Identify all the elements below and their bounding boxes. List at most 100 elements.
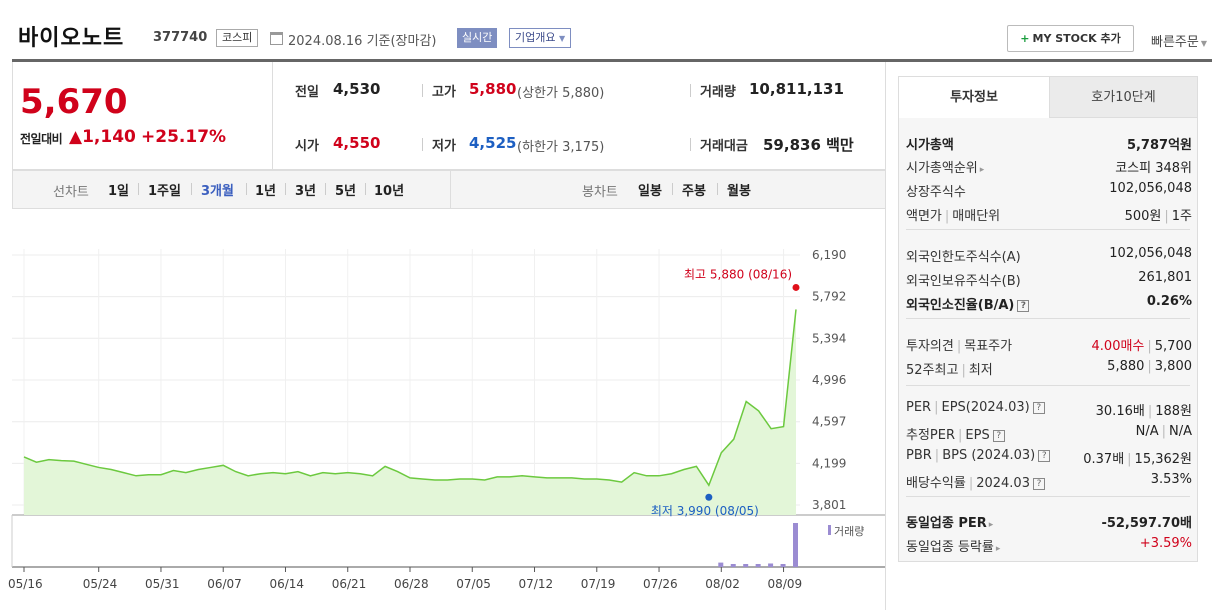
high-annotation: 최고 5,880 (08/16) xyxy=(684,267,792,281)
info-row-label[interactable]: 동일업종 등락률 ▸ xyxy=(906,536,1000,555)
price-chart-svg: 6,190 5,792 5,394 4,996 4,597 4,199 3,801 최고 5,… xyxy=(8,248,886,591)
volume-bar xyxy=(780,564,786,567)
info-row-value: 30.16배 | 188원 xyxy=(1096,400,1192,419)
divider xyxy=(717,183,718,195)
label-text: 시가총액 xyxy=(906,138,954,153)
separator: | xyxy=(1147,339,1152,354)
info-row-label[interactable]: 동일업종 PER ▸ xyxy=(906,512,993,531)
info-row-label: 52주최고 | 최저 xyxy=(906,359,993,378)
chevron-right-icon: ▸ xyxy=(988,520,994,530)
help-icon[interactable]: ? xyxy=(1038,450,1051,462)
value-text: 4.00매수 xyxy=(1091,339,1145,354)
value-text: N/A xyxy=(1135,424,1159,439)
quick-order-button[interactable]: 빠른주문 ▼ xyxy=(1151,31,1207,50)
realtime-button[interactable]: 실시간 xyxy=(457,28,498,48)
value-text-2: 15,362원 xyxy=(1134,452,1192,467)
x-tick-label: 05/24 xyxy=(83,577,118,591)
value-text: 0.37배 xyxy=(1083,452,1125,467)
info-row-label[interactable]: 시가총액순위 ▸ xyxy=(906,157,984,176)
price-chart[interactable]: 6,190 5,792 5,394 4,996 4,597 4,199 3,801 최고 5,… xyxy=(0,209,886,610)
value-text: +3.59% xyxy=(1139,536,1192,551)
label-text: 동일업종 등락률 xyxy=(906,540,994,555)
separator: | xyxy=(934,400,939,415)
info-row-label: 투자의견 | 목표주가 xyxy=(906,335,1012,354)
calendar-icon xyxy=(270,32,283,45)
label-text: 투자의견 xyxy=(906,339,954,354)
period-1y[interactable]: 1년 xyxy=(255,184,277,199)
period-1w[interactable]: 1주일 xyxy=(148,184,181,199)
info-row-label: 외국인한도주식수(A) xyxy=(906,246,1021,265)
add-mystock-button[interactable]: + MY STOCK 추가 xyxy=(1007,25,1134,52)
info-row-label: PER | EPS(2024.03)? xyxy=(906,400,1045,415)
y-tick-label: 4,199 xyxy=(812,456,846,470)
value-text-2: 188원 xyxy=(1155,404,1192,419)
help-icon[interactable]: ? xyxy=(1017,300,1030,312)
volume-value: 10,811,131 xyxy=(749,80,844,98)
separator: | xyxy=(1147,359,1152,374)
stock-header: 바이오노트 377740 코스피 2024.08.16 기준(장마감) 실시간 … xyxy=(0,0,1226,62)
info-row-label: 추정PER | EPS? xyxy=(906,424,1005,443)
amount-value: 59,836 백만 xyxy=(763,136,854,154)
help-icon[interactable]: ? xyxy=(992,430,1005,442)
corp-info-label: 기업개요 xyxy=(515,31,556,44)
price-area xyxy=(24,309,796,515)
price-change-value: 1,140 xyxy=(82,127,136,147)
volume-bar xyxy=(743,564,749,567)
label-text: 외국인한도주식수(A) xyxy=(906,250,1021,265)
help-icon[interactable]: ? xyxy=(1032,402,1045,414)
separator: | xyxy=(958,428,963,443)
info-row-value: 4.00매수 | 5,700 xyxy=(1092,335,1192,354)
divider xyxy=(906,229,1190,230)
x-tick-label: 07/12 xyxy=(519,577,554,591)
up-triangle-icon: ▲ xyxy=(69,127,83,147)
label-text: 배당수익률 xyxy=(906,476,966,491)
low-label: 저가 xyxy=(432,139,456,154)
corp-info-dropdown[interactable]: 기업개요 ▼ xyxy=(509,28,572,48)
divider xyxy=(325,183,326,195)
help-icon[interactable]: ? xyxy=(1032,478,1045,490)
add-mystock-label: MY STOCK 추가 xyxy=(1032,32,1121,45)
x-tick-label: 06/21 xyxy=(332,577,367,591)
y-tick-label: 5,394 xyxy=(812,331,846,345)
price-line xyxy=(23,309,797,487)
tab-orderbook[interactable]: 호가10단계 xyxy=(1049,77,1197,118)
separator: | xyxy=(968,476,974,491)
period-3y[interactable]: 3년 xyxy=(295,184,317,199)
label-text-2: 매매단위 xyxy=(952,209,1001,224)
separator: | xyxy=(944,209,950,224)
info-row-value: 102,056,048 xyxy=(1109,181,1192,196)
chevron-down-icon: ▼ xyxy=(558,34,566,43)
lower-limit: (하한가 3,175) xyxy=(517,140,605,155)
candle-daily[interactable]: 일봉 xyxy=(638,184,662,199)
info-row-value: 0.26% xyxy=(1147,294,1192,309)
y-tick-label: 5,792 xyxy=(812,290,846,304)
chevron-right-icon: ▸ xyxy=(995,544,1001,554)
quick-order-label: 빠른주문 xyxy=(1151,35,1199,50)
info-row-value: 261,801 xyxy=(1138,270,1192,285)
price-change-rate: +25.17% xyxy=(141,127,227,147)
separator: | xyxy=(956,339,962,354)
period-1d[interactable]: 1일 xyxy=(108,184,130,199)
tab-invest-info[interactable]: 투자정보 xyxy=(899,77,1049,118)
label-text-2: 2024.03 xyxy=(976,476,1030,491)
period-10y[interactable]: 10년 xyxy=(374,184,405,199)
value-text: 261,801 xyxy=(1138,270,1192,285)
label-text: 액면가 xyxy=(906,209,942,224)
high-label: 고가 xyxy=(432,85,456,100)
divider xyxy=(246,183,247,195)
candle-chart-label: 봉차트 xyxy=(582,185,618,200)
volume-bar xyxy=(718,562,724,567)
x-tick-label: 07/19 xyxy=(581,577,616,591)
candle-weekly[interactable]: 주봉 xyxy=(682,184,706,199)
label-text: 추정PER xyxy=(906,428,956,443)
period-bar xyxy=(12,170,886,209)
value-text: 0.26% xyxy=(1146,294,1192,309)
period-5y[interactable]: 5년 xyxy=(335,184,357,199)
divider xyxy=(422,138,423,151)
candle-monthly[interactable]: 월봉 xyxy=(727,184,751,199)
info-row-value: 0.37배 | 15,362원 xyxy=(1083,448,1192,467)
info-row-value: N/A | N/A xyxy=(1136,424,1192,439)
divider xyxy=(672,183,673,195)
label-text: 동일업종 PER xyxy=(906,516,987,531)
period-3m[interactable]: 3개월 xyxy=(201,184,234,199)
